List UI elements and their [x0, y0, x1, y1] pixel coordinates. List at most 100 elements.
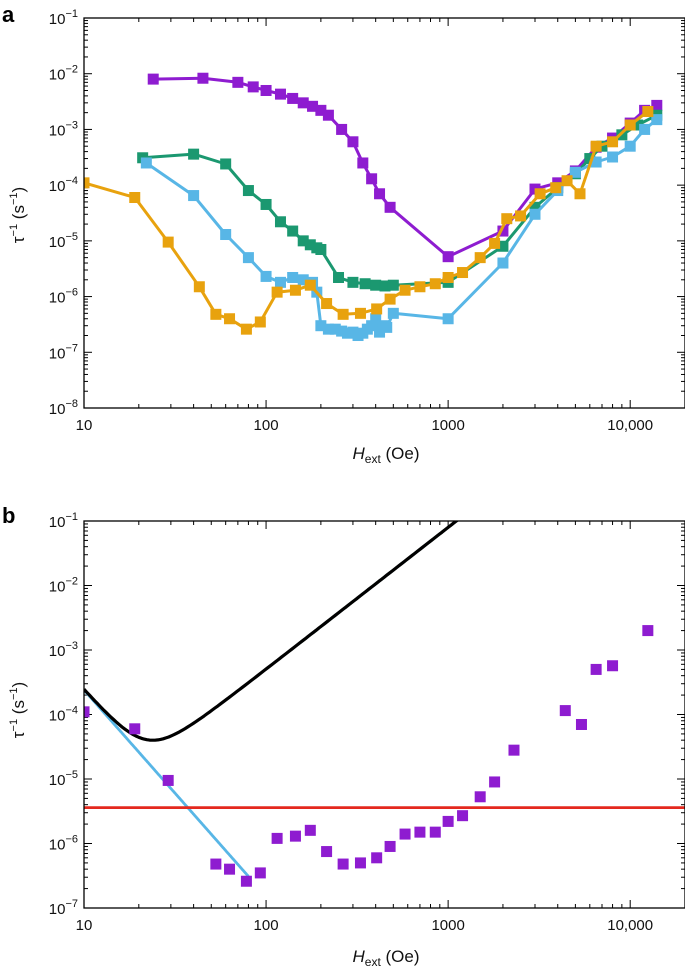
x-tick-label: 100: [254, 417, 279, 434]
data-point: [129, 723, 141, 735]
data-point: [379, 280, 391, 292]
data-point: [315, 243, 327, 255]
scatter-points: [84, 625, 654, 887]
data-point: [193, 281, 205, 293]
data-point: [501, 213, 513, 225]
data-point: [297, 235, 309, 247]
data-point: [354, 857, 366, 869]
data-point: [497, 240, 509, 252]
data-point: [366, 173, 378, 185]
series-line-green: [142, 113, 658, 288]
panel-a-ticks: [83, 18, 685, 409]
data-point: [210, 308, 222, 320]
x-tick-label: 1000: [431, 917, 464, 934]
data-point: [639, 123, 651, 135]
data-point: [474, 791, 486, 803]
data-point: [274, 88, 286, 100]
panel-b-label: b: [2, 503, 15, 528]
data-point: [399, 284, 411, 296]
series-green: [137, 109, 663, 292]
data-point: [374, 326, 386, 338]
data-point: [384, 293, 396, 305]
data-point: [210, 858, 222, 870]
data-point: [607, 660, 619, 672]
panel-b-ticks: [83, 521, 685, 909]
data-point: [374, 188, 386, 200]
data-point: [575, 718, 587, 730]
data-point: [129, 192, 141, 204]
data-point: [624, 140, 636, 152]
data-point: [274, 276, 286, 288]
data-point: [224, 313, 236, 325]
panel-b: b 10−7 10−6 10−5 10−4 10−3 10−2 10−1 10 100 1000…: [2, 503, 685, 969]
y-tick-label: 10−1: [49, 511, 78, 531]
x-tick-label: 10: [76, 417, 93, 434]
data-point: [224, 863, 236, 875]
data-point: [321, 846, 333, 858]
data-point: [162, 236, 174, 248]
y-tick-label: 10−7: [49, 898, 78, 918]
panel-b-y-tick-labels: 10−7 10−6 10−5 10−4 10−3 10−2 10−1: [49, 511, 78, 918]
data-point: [429, 826, 441, 838]
panel-a-frame: [83, 17, 685, 409]
data-point: [414, 281, 426, 293]
data-point: [590, 663, 602, 675]
data-point: [607, 151, 619, 163]
data-point: [329, 323, 341, 335]
data-point: [287, 92, 299, 104]
data-point: [337, 858, 349, 870]
plot-frame: [83, 17, 685, 409]
data-point: [387, 307, 399, 319]
panel-a-x-tick-labels: 10 100 1000 10,000: [76, 417, 653, 434]
y-tick-label: 10−6: [49, 834, 78, 854]
data-point: [651, 114, 663, 126]
data-point: [508, 744, 520, 756]
y-tick-label: 10−4: [49, 705, 78, 725]
data-point: [322, 109, 334, 121]
data-point: [357, 157, 369, 169]
data-point: [457, 810, 469, 822]
data-point: [384, 840, 396, 852]
data-point: [384, 201, 396, 213]
y-tick-label: 10−3: [49, 119, 78, 139]
data-point: [254, 316, 266, 328]
y-tick-label: 10−2: [49, 576, 78, 596]
data-point: [247, 81, 259, 93]
data-point: [651, 99, 663, 111]
data-point: [414, 826, 426, 838]
data-point: [242, 185, 254, 197]
panel-b-y-axis-label: τ−1 (s−1): [8, 682, 28, 738]
data-point: [260, 270, 272, 282]
data-point: [442, 313, 454, 325]
panel-a-y-tick-labels: 10−8 10−7 10−6 10−5 10−4 10−3 10−2 10−1: [49, 8, 78, 418]
fit-line-total-fit: [84, 521, 459, 742]
data-point: [220, 229, 232, 241]
data-point: [289, 284, 301, 296]
data-point: [515, 210, 527, 222]
data-point: [559, 705, 571, 717]
data-point: [642, 105, 654, 117]
data-point: [381, 321, 393, 333]
x-tick-label: 10: [76, 917, 93, 934]
data-point: [442, 271, 454, 283]
data-point: [242, 252, 254, 264]
data-point: [240, 323, 252, 335]
data-point: [474, 252, 486, 264]
data-point: [632, 119, 644, 131]
data-point: [590, 140, 602, 152]
data-point: [534, 188, 546, 200]
data-point: [354, 307, 366, 319]
data-point: [366, 320, 378, 332]
panel-a-label: a: [2, 2, 15, 27]
data-point: [315, 320, 327, 332]
data-point: [590, 156, 602, 168]
y-tick-label: 10−5: [49, 231, 78, 251]
data-point: [287, 225, 299, 237]
data-point: [489, 776, 501, 788]
panel-b-x-tick-labels: 10 100 1000 10,000: [76, 917, 653, 934]
y-tick-label: 10−8: [49, 398, 78, 418]
data-point: [642, 625, 654, 637]
data-point: [322, 323, 334, 335]
panel-b-frame: [83, 520, 685, 909]
